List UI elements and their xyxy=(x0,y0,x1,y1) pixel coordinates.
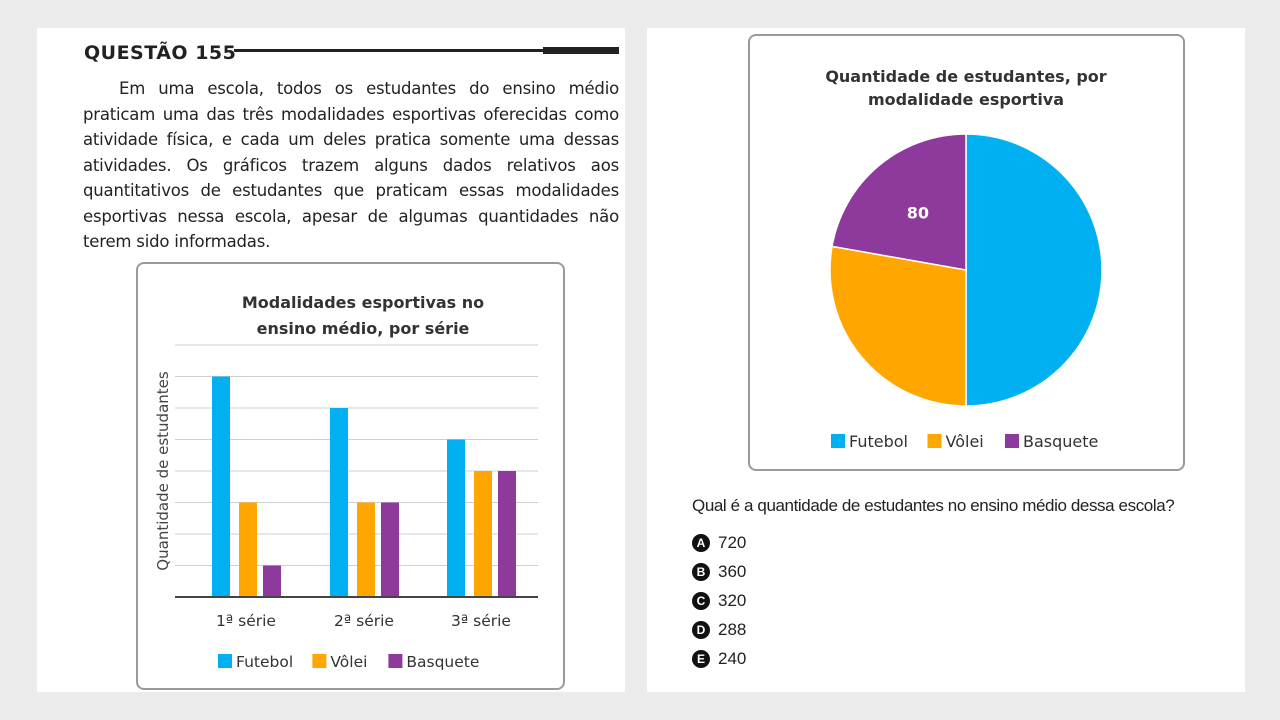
option-letter-badge: B xyxy=(692,563,710,581)
chart-title: Quantidade de estudantes, por xyxy=(825,67,1106,86)
legend-swatch xyxy=(388,654,403,668)
bar-futebol xyxy=(212,376,230,597)
legend-label: Basquete xyxy=(1023,432,1098,451)
option-letter-badge: C xyxy=(692,592,710,610)
option-text: 360 xyxy=(718,562,747,581)
chart-title: Modalidades esportivas no xyxy=(242,293,484,312)
pie-chart: Quantidade de estudantes, por modalidade … xyxy=(825,67,1106,451)
option-e[interactable]: E 240 xyxy=(692,649,746,669)
legend-swatch xyxy=(927,434,942,448)
pie-slice-futebol xyxy=(965,133,1103,407)
legend-label: Vôlei xyxy=(330,653,367,671)
question-right-panel: Quantidade de estudantes, por modalidade … xyxy=(647,28,1245,692)
option-a[interactable]: A 720 xyxy=(692,533,746,553)
bar-basquete xyxy=(381,502,399,597)
legend-label: Basquete xyxy=(406,653,479,671)
bar-vôlei xyxy=(239,502,257,597)
title-rule-thick xyxy=(543,47,619,54)
bar-basquete xyxy=(263,565,281,597)
question-title: QUESTÃO 155 xyxy=(84,42,237,64)
chart-title: modalidade esportiva xyxy=(868,90,1064,109)
legend-swatch xyxy=(312,654,327,668)
question-stem: Em uma escola, todos os estudantes do en… xyxy=(83,79,619,251)
pie-slice-basquete xyxy=(831,133,967,271)
pie-data-label: 80 xyxy=(907,204,929,223)
x-tick-label: 1ª série xyxy=(216,612,276,630)
option-c[interactable]: C 320 xyxy=(692,591,746,611)
question-left-panel: QUESTÃO 155 Em uma escola, todos os estu… xyxy=(37,28,625,692)
option-text: 288 xyxy=(718,620,747,639)
bar-vôlei xyxy=(357,502,375,597)
bar-chart: Modalidades esportivas no ensino médio, p… xyxy=(154,293,538,671)
x-tick-label: 3ª série xyxy=(451,612,511,630)
title-rule xyxy=(234,49,619,52)
legend-swatch xyxy=(218,654,232,668)
legend-label: Futebol xyxy=(236,653,293,671)
bar-vôlei xyxy=(474,471,492,597)
legend-swatch xyxy=(831,434,845,448)
option-text: 240 xyxy=(718,649,747,668)
bar-futebol xyxy=(330,408,348,597)
option-b[interactable]: B 360 xyxy=(692,562,746,582)
bar-chart-frame xyxy=(136,262,565,690)
bar-futebol xyxy=(447,439,465,597)
legend-swatch xyxy=(1005,434,1019,448)
y-axis-label: Quantidade de estudantes xyxy=(154,371,172,571)
option-text: 320 xyxy=(718,591,747,610)
option-letter-badge: D xyxy=(692,621,710,639)
x-tick-label: 2ª série xyxy=(334,612,394,630)
option-letter-badge: E xyxy=(692,650,710,668)
legend-label: Futebol xyxy=(849,432,908,451)
option-text: 720 xyxy=(718,533,747,552)
question-prompt: Qual é a quantidade de estudantes no ens… xyxy=(692,496,1175,515)
legend-label: Vôlei xyxy=(946,432,984,451)
pie-slice-vôlei xyxy=(829,245,967,407)
bar-basquete xyxy=(498,471,516,597)
option-letter-badge: A xyxy=(692,534,710,552)
chart-title: ensino médio, por série xyxy=(257,319,470,338)
option-d[interactable]: D 288 xyxy=(692,620,746,640)
